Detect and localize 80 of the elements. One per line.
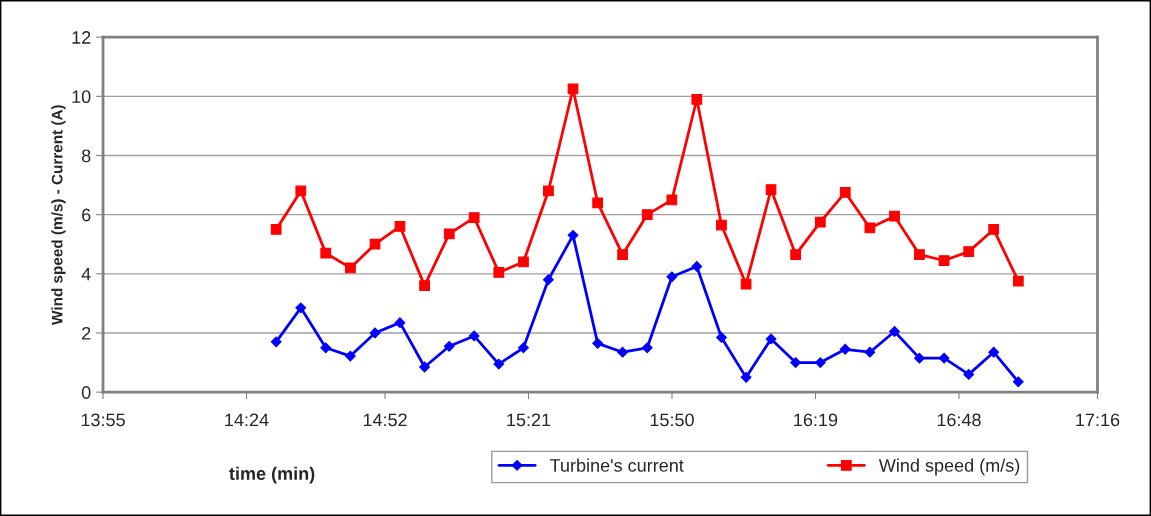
point	[542, 274, 554, 286]
x-tick-label: 17:16	[1076, 413, 1120, 427]
point	[864, 222, 876, 234]
point	[518, 256, 529, 268]
point	[790, 357, 802, 369]
point	[394, 317, 406, 329]
point	[889, 326, 900, 337]
y-tick-label: 6	[82, 208, 91, 222]
x-axis-title: time (min)	[229, 466, 315, 484]
point	[666, 194, 678, 206]
x-tick-label: 15:50	[650, 413, 694, 427]
point	[641, 342, 653, 354]
point	[419, 361, 431, 373]
point	[369, 238, 381, 250]
point	[468, 330, 480, 342]
legend-label: Turbine's current	[550, 458, 684, 472]
point	[443, 340, 455, 352]
legend-label: Wind speed (m/s)	[878, 458, 1020, 476]
point	[914, 352, 925, 364]
point	[369, 327, 381, 339]
point	[592, 197, 604, 209]
point	[765, 184, 777, 195]
point	[468, 212, 480, 223]
point	[270, 224, 282, 235]
point	[543, 185, 554, 197]
point	[641, 209, 653, 221]
x-tick-label: 14:24	[225, 413, 269, 427]
y-tick-label: 0	[81, 386, 91, 399]
point	[988, 224, 1000, 235]
point	[419, 280, 430, 292]
point	[666, 271, 678, 283]
y-tick-label: 8	[81, 149, 91, 163]
point	[839, 187, 851, 198]
point	[839, 343, 851, 355]
point	[988, 346, 1000, 358]
point	[295, 185, 307, 197]
y-tick-label: 12	[72, 31, 91, 44]
point	[617, 249, 628, 260]
point	[814, 357, 826, 369]
y-tick-label: 4	[81, 267, 91, 281]
point	[938, 255, 950, 266]
point	[790, 249, 802, 260]
point	[740, 371, 752, 383]
point	[320, 247, 332, 259]
point	[691, 261, 703, 272]
point	[1012, 275, 1024, 287]
point	[345, 262, 356, 274]
point	[617, 346, 629, 358]
point	[518, 342, 529, 354]
point	[765, 333, 777, 345]
point	[443, 228, 455, 240]
x-tick-label: 13:55	[81, 413, 125, 427]
point	[691, 93, 703, 105]
point	[716, 332, 727, 343]
x-tick-label: 16:19	[794, 413, 838, 427]
point	[567, 229, 579, 241]
point	[889, 210, 900, 222]
point	[938, 352, 950, 364]
x-tick-label: 14:52	[363, 413, 407, 427]
point	[1012, 376, 1024, 388]
point	[864, 346, 876, 358]
point	[394, 221, 406, 232]
x-tick-label: 15:21	[507, 413, 551, 427]
point	[914, 249, 925, 260]
x-tick-label: 16:48	[937, 413, 981, 427]
y-tick-label: 10	[72, 90, 91, 104]
point	[295, 302, 307, 314]
point	[740, 278, 752, 290]
point	[344, 350, 356, 362]
point	[716, 219, 727, 231]
point	[963, 368, 975, 380]
point	[814, 216, 826, 228]
point	[493, 266, 505, 278]
point	[963, 246, 975, 258]
y-axis-title: Wind speed (m/s) - Current (A)	[51, 105, 66, 325]
point	[592, 337, 604, 349]
point	[493, 358, 505, 370]
y-tick-label: 2	[82, 326, 91, 340]
point	[270, 336, 282, 348]
point	[320, 342, 332, 354]
